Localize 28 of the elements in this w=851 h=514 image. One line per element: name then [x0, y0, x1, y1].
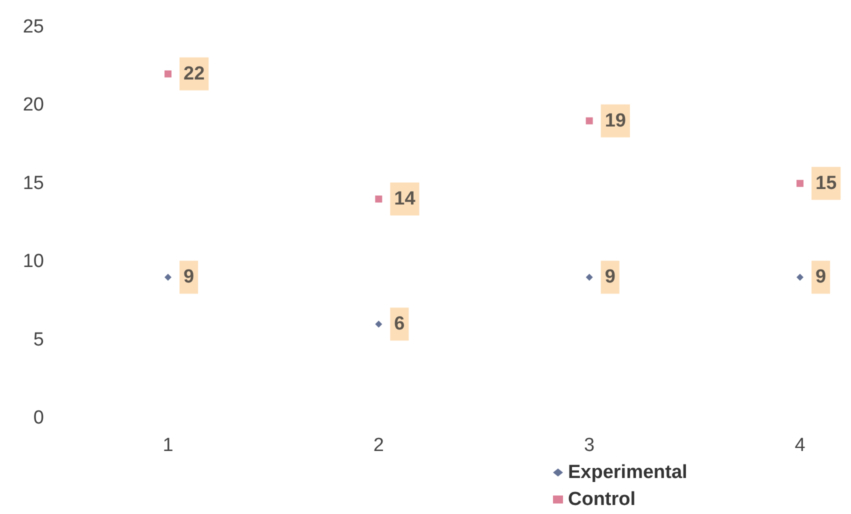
data-label: 15 — [816, 172, 838, 194]
y-tick-label: 10 — [22, 251, 44, 272]
y-tick-label: 0 — [33, 408, 44, 428]
legend-label: Control — [568, 489, 636, 510]
x-tick-label: 4 — [794, 435, 806, 456]
data-label: 22 — [184, 63, 205, 84]
data-label: 6 — [394, 314, 405, 335]
data-label: 14 — [394, 188, 416, 210]
point — [375, 196, 382, 203]
data-label: 9 — [184, 266, 194, 288]
point — [586, 117, 593, 124]
x-tick-label: 3 — [584, 435, 595, 456]
y-tick-label: 15 — [22, 172, 44, 194]
legend-label: Experimental — [568, 462, 688, 483]
data-label: 19 — [604, 110, 626, 132]
x-tick-label: 2 — [373, 435, 384, 456]
y-tick-label: 20 — [22, 94, 44, 116]
point — [796, 180, 804, 187]
point — [586, 274, 593, 281]
point — [164, 274, 172, 281]
y-tick-label: 25 — [22, 16, 44, 38]
point — [796, 274, 804, 281]
point — [164, 70, 172, 78]
x-tick-label: 1 — [162, 435, 174, 456]
y-tick-label: 5 — [33, 329, 44, 350]
data-label: 9 — [816, 266, 826, 288]
point — [375, 320, 382, 328]
data-label: 9 — [604, 266, 616, 288]
